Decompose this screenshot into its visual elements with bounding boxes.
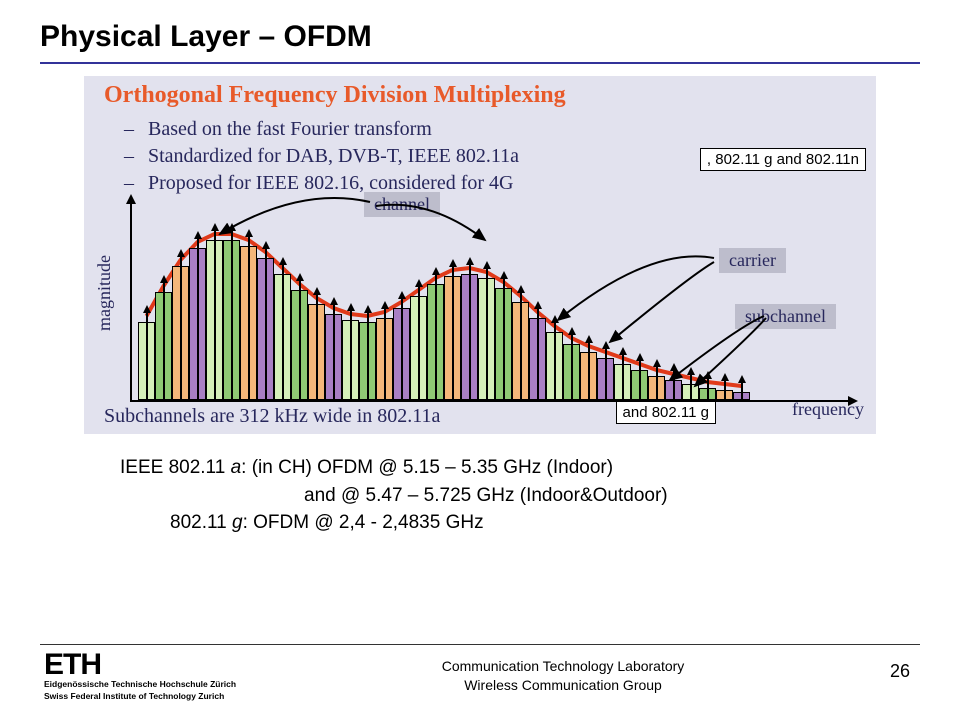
bullet-1: Based on the fast Fourier transform — [148, 116, 432, 143]
line3-pre: 802.11 — [170, 512, 232, 533]
bullet-3: Proposed for IEEE 802.16, considered for… — [148, 170, 513, 197]
annotation-top-right: , 802.11 g and 802.11n — [700, 148, 866, 171]
line1-post: : (in CH) OFDM @ 5.15 – 5.35 GHz (Indoor… — [241, 457, 613, 478]
eth-sub2: Swiss Federal Institute of Technology Zu… — [44, 692, 236, 702]
ofdm-figure: Orthogonal Frequency Division Multiplexi… — [84, 76, 876, 434]
eth-logo: ETH Eidgenössische Technische Hochschule… — [44, 651, 236, 702]
line2: and @ 5.47 – 5.725 GHz (Indoor&Outdoor) — [120, 482, 920, 510]
below-text: IEEE 802.11 a: (in CH) OFDM @ 5.15 – 5.3… — [40, 454, 920, 537]
footer-center-1: Communication Technology Laboratory — [236, 657, 890, 675]
slide-title: Physical Layer – OFDM — [40, 20, 920, 54]
bullet-2: Standardized for DAB, DVB-T, IEEE 802.11… — [148, 143, 519, 170]
line1-em: a — [231, 457, 242, 478]
line3-post: : OFDM @ 2,4 - 2,4835 GHz — [243, 512, 484, 533]
pointer-arrows — [130, 196, 856, 402]
annotation-bottom-right: and 802.11 g — [616, 401, 716, 424]
eth-sub1: Eidgenössische Technische Hochschule Zür… — [44, 680, 236, 690]
figure-heading: Orthogonal Frequency Division Multiplexi… — [104, 82, 566, 109]
slide-footer: ETH Eidgenössische Technische Hochschule… — [0, 644, 960, 702]
y-axis-label: magnitude — [94, 255, 115, 331]
title-rule — [40, 62, 920, 64]
line3-em: g — [232, 512, 243, 533]
chart-area — [130, 196, 856, 402]
footer-rule — [40, 644, 920, 645]
footer-center-2: Wireless Communication Group — [236, 676, 890, 694]
line1-pre: IEEE 802.11 — [120, 457, 231, 478]
eth-wordmark: ETH — [44, 651, 236, 678]
footer-center: Communication Technology Laboratory Wire… — [236, 651, 890, 693]
page-number: 26 — [890, 651, 916, 682]
figure-bottom-note: Subchannels are 312 kHz wide in 802.11a — [104, 405, 440, 428]
figure-bullets: –Based on the fast Fourier transform –St… — [124, 116, 519, 197]
